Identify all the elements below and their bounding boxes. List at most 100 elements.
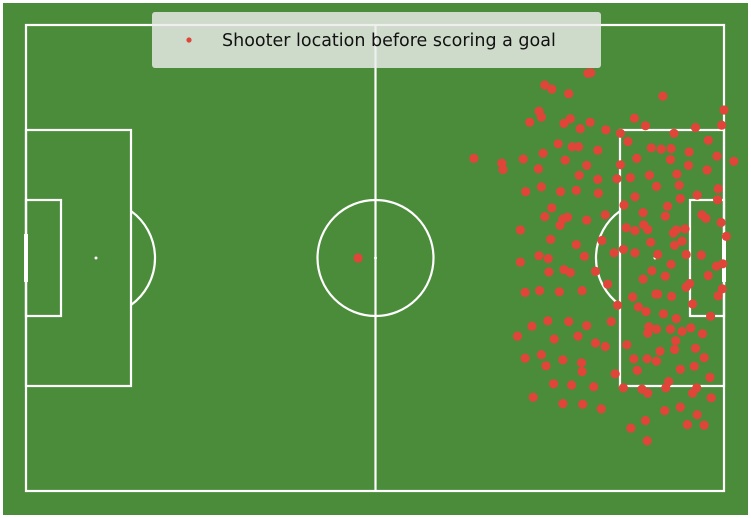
shot-point-119 <box>564 316 574 327</box>
shot-point-184 <box>661 383 671 393</box>
shot-point-110 <box>544 267 554 277</box>
shot-point-170 <box>520 287 530 297</box>
shot-point-157 <box>717 120 727 130</box>
shot-point-32 <box>675 194 686 204</box>
shot-point-81 <box>688 388 698 398</box>
shot-point-62 <box>675 364 686 374</box>
shot-point-22 <box>632 153 642 163</box>
shot-point-118 <box>543 316 553 326</box>
shot-point-171 <box>512 331 523 341</box>
shot-point-141 <box>579 251 590 261</box>
shot-point-75 <box>651 356 662 366</box>
shot-point-61 <box>655 346 665 356</box>
shot-point-91 <box>538 148 548 158</box>
shot-point-23 <box>623 136 633 147</box>
shot-point-109 <box>534 251 544 261</box>
shot-point-163 <box>658 91 668 101</box>
shot-point-137 <box>578 399 588 409</box>
shot-point-180 <box>618 244 629 254</box>
shot-point-48 <box>633 302 644 312</box>
shot-point-108 <box>546 234 556 244</box>
shot-point-39 <box>701 213 711 223</box>
shot-point-9 <box>518 154 528 164</box>
shot-point-25 <box>644 170 655 180</box>
shot-point-104 <box>582 215 592 225</box>
shot-point-44 <box>653 249 663 260</box>
shot-point-186 <box>706 393 716 403</box>
shot-point-189 <box>688 299 698 309</box>
shot-point-161 <box>618 383 629 393</box>
shot-point-178 <box>666 143 676 154</box>
shot-point-113 <box>609 248 619 258</box>
shot-point-92 <box>533 164 544 174</box>
shot-point-100 <box>556 187 566 197</box>
shot-point-4 <box>564 89 574 99</box>
shot-point-182 <box>615 128 626 138</box>
shot-point-127 <box>536 350 547 360</box>
shot-point-112 <box>590 266 601 276</box>
shot-point-172 <box>520 353 530 363</box>
shot-point-2 <box>547 84 557 94</box>
shot-point-190 <box>681 249 691 260</box>
shot-point-132 <box>610 369 620 379</box>
shot-point-120 <box>582 321 592 331</box>
scatter-points <box>353 68 739 446</box>
shot-point-183 <box>668 228 679 238</box>
shot-point-57 <box>667 291 677 301</box>
shot-point-115 <box>577 286 587 296</box>
shot-point-82 <box>653 289 663 299</box>
shot-point-125 <box>549 334 559 344</box>
shot-point-86 <box>585 117 595 127</box>
right-penalty-arc <box>594 210 621 306</box>
shot-point-176 <box>540 212 550 222</box>
shot-point-73 <box>689 361 699 371</box>
shot-point-37 <box>660 271 670 281</box>
shot-point-96 <box>612 174 622 184</box>
shot-point-156 <box>719 105 729 115</box>
shot-point-179 <box>674 180 684 190</box>
shot-point-74 <box>670 344 680 355</box>
shot-point-150 <box>647 266 657 276</box>
shot-point-13 <box>640 121 651 131</box>
shot-point-64 <box>686 323 696 333</box>
shot-point-146 <box>680 224 690 234</box>
shot-point-139 <box>577 367 587 377</box>
shot-point-77 <box>640 415 651 426</box>
shot-point-19 <box>683 160 694 170</box>
shot-point-116 <box>554 287 565 297</box>
shot-point-181 <box>619 200 629 210</box>
shot-point-169 <box>515 257 526 267</box>
shot-point-162 <box>642 436 652 446</box>
shot-point-20 <box>665 155 676 165</box>
shot-point-140 <box>559 265 569 275</box>
shot-point-144 <box>639 220 649 230</box>
shot-point-27 <box>684 147 694 157</box>
shot-point-168 <box>515 225 526 235</box>
shot-point-12 <box>629 113 640 123</box>
shot-point-16 <box>690 122 701 133</box>
shot-point-33 <box>651 181 662 191</box>
shot-point-41 <box>703 270 713 281</box>
shot-point-192 <box>621 223 631 233</box>
shot-point-155 <box>699 420 709 430</box>
shot-point-97 <box>615 160 626 170</box>
shot-point-43 <box>666 259 676 269</box>
shot-point-78 <box>660 406 670 416</box>
shot-point-95 <box>593 174 603 184</box>
legend-label: Shooter location before scoring a goal <box>222 31 556 51</box>
shot-point-149 <box>663 201 673 211</box>
shot-point-101 <box>536 182 547 192</box>
shot-point-6 <box>575 124 585 134</box>
shot-point-147 <box>670 240 680 250</box>
shot-point-71 <box>675 402 686 412</box>
shot-point-30 <box>713 184 723 194</box>
shot-point-79 <box>682 420 693 430</box>
shot-point-164 <box>525 117 535 127</box>
shot-point-59 <box>628 292 638 302</box>
shot-point-3 <box>540 80 550 90</box>
shot-point-158 <box>713 195 723 205</box>
shot-point-94 <box>574 170 584 180</box>
shot-point-28 <box>712 151 722 161</box>
shot-point-60 <box>642 354 652 364</box>
